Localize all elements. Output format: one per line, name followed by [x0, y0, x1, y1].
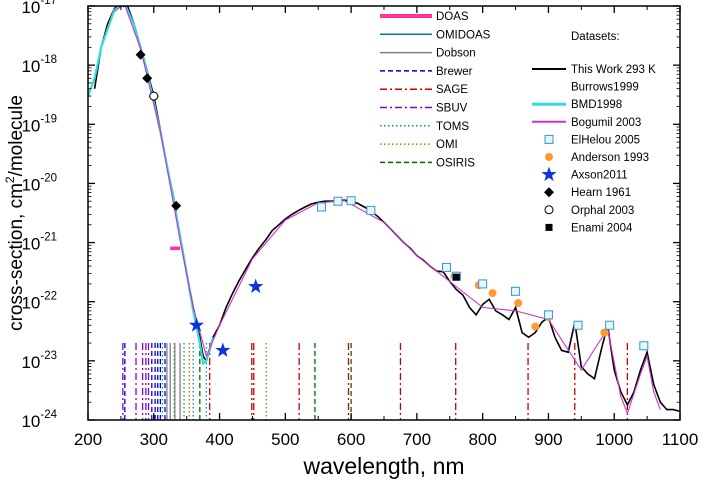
x-tick-label: 900 — [534, 430, 562, 449]
x-tick-label: 200 — [74, 430, 102, 449]
marker-elhelou-2005 — [639, 341, 649, 351]
legend-label-this-work-293-k: This Work 293 K — [571, 64, 656, 76]
marker-elhelou-2005 — [543, 310, 553, 320]
legend-symbol-hearn-1961 — [544, 187, 554, 198]
x-tick-label: 300 — [140, 430, 168, 449]
y-axis-title: cross-section, cm2/molecule — [3, 95, 27, 331]
legend-label-orphal-2003: Orphal 2003 — [571, 205, 634, 217]
marker-hearn-1961 — [171, 200, 182, 211]
y-tick-exponent: -17 — [40, 0, 57, 7]
instrument-legend: DOAS OMIDOAS Dobson Brewer SAGE SBUV TOMS OMI OS… — [380, 11, 491, 169]
y-tick-exponent: -18 — [40, 54, 57, 66]
marker-axson2011 — [188, 317, 205, 332]
legend-label-sbuv: SBUV — [436, 103, 468, 115]
y-axis-title-sup: 2 — [3, 176, 17, 183]
marker-anderson-1993 — [531, 322, 540, 331]
legend-label-elhelou-2005: ElHelou 2005 — [571, 134, 640, 146]
marker-elhelou-2005 — [441, 262, 451, 272]
series-line-bogumil-2003 — [113, 6, 661, 415]
marker-elhelou-2005 — [605, 320, 615, 330]
legend-label-osiris: OSIRIS — [436, 157, 475, 169]
y-tick-label: 10-18 — [21, 54, 57, 76]
data-markers — [120, 6, 649, 357]
marker-axson2011 — [215, 342, 231, 357]
marker-enami-2004 — [452, 273, 460, 281]
legend-label-omidoas: OMIDOAS — [436, 29, 491, 41]
legend-symbol-axson2011 — [541, 166, 557, 182]
marker-anderson-1993 — [488, 289, 497, 298]
x-tick-label: 500 — [271, 430, 299, 449]
x-axis-title: wavelength, nm — [302, 453, 464, 479]
marker-hearn-1961 — [142, 73, 153, 84]
series-lines — [88, 6, 680, 415]
legend-symbol-enami-2004 — [545, 223, 553, 231]
legend-label-dobson: Dobson — [436, 48, 476, 60]
legend-label-axson2011: Axson2011 — [571, 170, 628, 182]
legend-symbol-elhelou-2005 — [544, 134, 554, 144]
y-tick-exponent: -24 — [40, 409, 57, 421]
y-tick-exponent: -21 — [40, 232, 57, 244]
marker-anderson-1993 — [514, 299, 523, 308]
marker-elhelou-2005 — [511, 286, 521, 296]
legend-label-bogumil-2003: Bogumil 2003 — [571, 117, 641, 129]
x-tick-label: 600 — [337, 430, 365, 449]
x-tick-label: 400 — [205, 430, 233, 449]
y-tick-label: 10-24 — [21, 409, 57, 431]
y-tick-exponent: -23 — [40, 350, 57, 362]
marker-elhelou-2005 — [333, 196, 343, 206]
marker-elhelou-2005 — [317, 202, 327, 212]
legend-label-anderson-1993: Anderson 1993 — [571, 152, 649, 164]
marker-elhelou-2005 — [346, 196, 356, 206]
x-tick-label: 1000 — [595, 430, 633, 449]
legend-label-omi: OMI — [436, 139, 458, 151]
x-tick-label: 700 — [403, 430, 431, 449]
y-tick-exponent: -20 — [40, 172, 57, 184]
marker-axson2011 — [248, 278, 264, 294]
y-tick-label: 10-17 — [21, 0, 57, 17]
y-tick-exponent: -19 — [40, 113, 57, 125]
legend-label-enami-2004: Enami 2004 — [571, 222, 633, 234]
legend-label-bmd1998: BMD1998 — [571, 99, 622, 111]
y-tick-exponent: -22 — [40, 291, 57, 303]
datasets-legend-title: Datasets: — [571, 31, 620, 43]
y-axis-title-tail: /molecule — [6, 95, 27, 176]
x-tick-label: 1100 — [662, 430, 699, 449]
legend-symbol-anderson-1993 — [545, 153, 553, 161]
legend-label-doas: DOAS — [436, 11, 469, 23]
legend-symbol-orphal-2003 — [544, 205, 554, 215]
marker-hearn-1961 — [135, 49, 146, 60]
marker-elhelou-2005 — [366, 205, 376, 215]
marker-orphal-2003 — [149, 91, 159, 101]
legend-label-brewer: Brewer — [436, 66, 473, 78]
legend-label-hearn-1961: Hearn 1961 — [571, 187, 631, 199]
marker-elhelou-2005 — [573, 320, 583, 330]
legend-label-sage: SAGE — [436, 84, 468, 96]
y-tick-label: 10-23 — [21, 350, 57, 372]
marker-elhelou-2005 — [478, 279, 488, 289]
marker-anderson-1993 — [600, 328, 609, 337]
legend-label-toms: TOMS — [436, 121, 469, 133]
y-axis-title-main: cross-section, cm — [6, 183, 27, 331]
x-tick-label: 800 — [468, 430, 496, 449]
legend-label-burrows1999: Burrows1999 — [571, 82, 639, 94]
datasets-legend: This Work 293 K Burrows1999 BMD1998 Bogumil… — [532, 64, 656, 234]
